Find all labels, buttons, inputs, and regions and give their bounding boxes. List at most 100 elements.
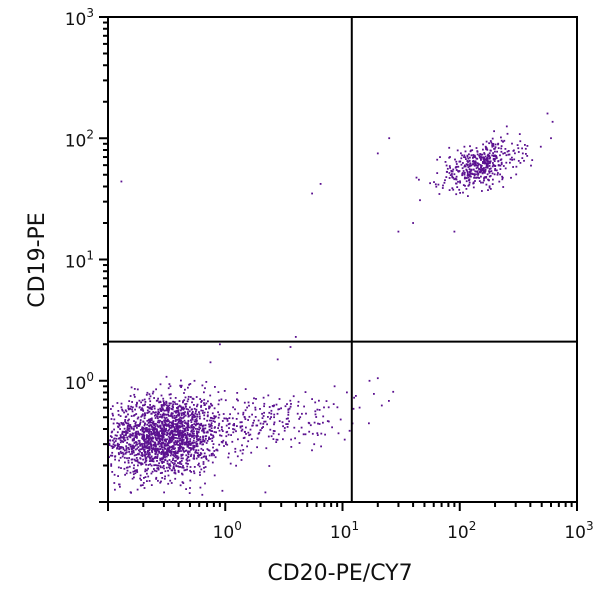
data-point xyxy=(485,158,488,160)
data-point xyxy=(479,168,482,171)
data-point xyxy=(172,454,174,457)
data-point xyxy=(210,404,213,407)
data-point xyxy=(173,401,176,404)
data-point xyxy=(185,436,188,438)
data-point xyxy=(139,419,142,421)
data-point xyxy=(278,408,281,410)
data-point xyxy=(453,178,456,181)
data-point xyxy=(194,419,197,421)
data-point xyxy=(135,454,138,456)
data-point xyxy=(139,457,142,460)
data-point xyxy=(183,469,186,472)
data-point xyxy=(172,451,175,453)
data-point xyxy=(165,413,168,416)
data-point xyxy=(172,447,174,449)
data-point xyxy=(163,477,166,480)
data-point xyxy=(449,156,451,158)
data-point xyxy=(263,420,266,423)
data-point xyxy=(290,438,292,441)
data-point xyxy=(168,432,170,435)
data-point xyxy=(480,175,482,178)
data-point xyxy=(185,405,187,408)
data-point xyxy=(243,401,246,404)
data-point xyxy=(550,137,552,140)
data-point xyxy=(175,437,177,439)
data-point xyxy=(149,421,151,424)
data-point xyxy=(167,449,170,452)
data-point xyxy=(164,458,167,461)
data-point xyxy=(198,411,200,413)
data-point xyxy=(127,429,129,432)
data-point xyxy=(197,449,200,452)
data-point xyxy=(113,441,116,444)
data-point xyxy=(161,436,164,439)
data-point xyxy=(140,462,143,465)
data-point xyxy=(139,444,141,447)
data-point xyxy=(190,426,192,429)
data-point xyxy=(189,438,192,440)
data-point xyxy=(128,425,131,428)
data-point xyxy=(160,429,163,432)
data-point xyxy=(143,477,145,479)
data-point xyxy=(444,179,446,182)
data-point xyxy=(473,154,476,157)
data-point xyxy=(217,391,220,393)
data-point xyxy=(193,466,196,468)
data-point xyxy=(134,425,137,427)
data-point xyxy=(237,399,239,402)
data-point xyxy=(184,421,187,424)
data-point xyxy=(170,448,173,451)
data-point xyxy=(325,400,328,402)
data-point xyxy=(472,182,475,185)
data-point xyxy=(136,471,139,473)
data-point xyxy=(202,449,204,451)
data-point xyxy=(178,439,181,442)
data-point xyxy=(126,466,129,469)
data-point xyxy=(162,457,164,460)
data-point xyxy=(468,181,471,184)
data-point xyxy=(239,421,242,424)
data-point xyxy=(223,445,225,447)
data-point xyxy=(185,462,188,465)
data-point xyxy=(159,413,162,416)
data-point xyxy=(484,145,487,148)
data-point xyxy=(521,152,524,155)
data-point xyxy=(152,437,154,439)
data-point xyxy=(136,443,138,446)
data-point xyxy=(127,422,130,425)
data-point xyxy=(487,153,490,156)
data-point xyxy=(144,468,147,471)
data-point xyxy=(210,430,213,432)
data-point xyxy=(502,186,505,188)
data-point xyxy=(177,425,180,428)
data-point xyxy=(492,143,495,145)
data-point xyxy=(172,430,175,433)
data-point xyxy=(163,461,165,463)
data-point xyxy=(525,153,527,155)
data-point xyxy=(182,401,184,404)
data-point xyxy=(233,428,236,431)
data-point xyxy=(141,430,144,433)
data-point xyxy=(468,165,471,168)
data-point xyxy=(284,405,287,408)
data-point xyxy=(116,402,119,404)
data-point xyxy=(460,163,463,166)
data-point xyxy=(123,436,126,439)
data-point xyxy=(190,455,192,457)
data-point xyxy=(276,358,279,361)
data-point xyxy=(154,447,157,450)
data-point xyxy=(111,447,114,449)
data-point xyxy=(145,463,147,466)
data-point xyxy=(214,386,216,388)
data-point xyxy=(487,155,490,158)
data-point xyxy=(147,443,150,446)
data-point xyxy=(176,441,178,444)
data-point xyxy=(149,457,151,460)
data-point xyxy=(286,423,289,425)
data-point xyxy=(155,451,158,454)
data-point xyxy=(167,409,170,412)
data-point xyxy=(486,148,489,151)
data-point xyxy=(118,424,121,426)
data-point xyxy=(504,148,507,150)
data-point xyxy=(172,403,174,406)
